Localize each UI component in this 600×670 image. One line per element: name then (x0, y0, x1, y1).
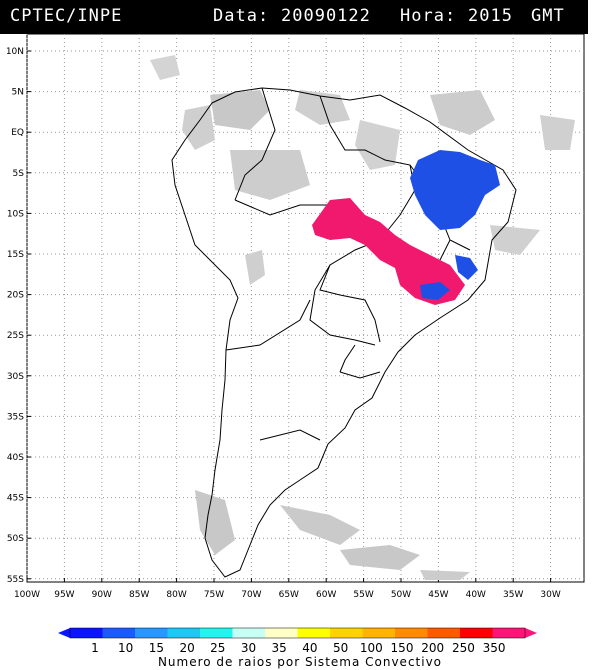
lat-label: 10N (6, 47, 24, 57)
lat-label: 20S (7, 291, 24, 301)
lon-label: 50W (391, 590, 411, 600)
storm-southeast-cluster (420, 282, 450, 300)
date-label: Data: (213, 6, 270, 26)
cloud-cover (150, 55, 575, 580)
lat-label: 15S (7, 250, 24, 260)
legend-colorbar (58, 627, 537, 639)
lat-label: 45S (7, 494, 24, 504)
time-label: Hora: (400, 6, 457, 26)
graticule: 10N 5N EQ 5S 10S 15S 20S 25S 30S 35S 40S 45S 50S 55S 1… (6, 34, 584, 600)
legend-label: 1 (91, 641, 99, 655)
legend-label: 20 (179, 641, 195, 655)
lon-label: 90W (92, 590, 112, 600)
legend-outline (69, 627, 526, 639)
legend-label: 40 (302, 641, 318, 655)
legend-swatch (395, 628, 428, 638)
convective-systems (312, 150, 500, 305)
legend-label: 200 (421, 641, 445, 655)
lon-label: 35W (503, 590, 523, 600)
legend-swatch (362, 628, 396, 638)
agency-label: CPTEC/INPE (10, 6, 123, 26)
lat-label: 40S (7, 453, 24, 463)
legend-swatch (102, 628, 136, 638)
lon-label: 75W (204, 590, 224, 600)
lat-label: 25S (7, 331, 24, 341)
legend-label: 150 (390, 641, 414, 655)
lat-label: 55S (7, 575, 24, 585)
legend-label: 30 (240, 641, 257, 655)
legend-arrow-left (58, 628, 70, 638)
legend-swatch (167, 628, 201, 638)
legend-swatch (265, 628, 298, 638)
legend-swatch (427, 628, 461, 638)
lon-label: 80W (166, 590, 186, 600)
storm-central-brazil (312, 198, 465, 305)
lon-label: 60W (316, 590, 336, 600)
lat-label: 5S (13, 169, 25, 179)
lat-label: 5N (12, 88, 24, 98)
lon-label: 65W (279, 590, 299, 600)
lat-label: 50S (7, 534, 24, 544)
lat-label: EQ (11, 128, 24, 138)
legend-label: 10 (118, 641, 134, 655)
legend-swatch (492, 628, 526, 638)
legend-swatch (70, 628, 103, 638)
legend-swatch (232, 628, 266, 638)
legend-title: Numero de raios por Sistema Convectivo (157, 655, 443, 669)
lon-label: 95W (54, 590, 74, 600)
lon-label: 40W (466, 590, 486, 600)
lat-label: 35S (7, 412, 24, 422)
legend-label: 25 (210, 641, 226, 655)
legend-arrow-right (525, 628, 537, 638)
legend-swatch (200, 628, 233, 638)
legend-swatch (460, 628, 493, 638)
date-value: 20090122 (281, 6, 371, 26)
legend-swatch (330, 628, 363, 638)
storm-northeast-brazil (410, 150, 500, 230)
legend-label: 15 (148, 641, 165, 655)
legend-label: 50 (332, 641, 349, 655)
lon-label: 85W (129, 590, 149, 600)
legend-label: 250 (451, 641, 475, 655)
lat-label: 30S (7, 372, 24, 382)
lon-label: 30W (540, 590, 560, 600)
title-bar: CPTEC/INPE Data: 20090122 Hora: 2015 GMT (0, 0, 588, 34)
lon-label: 45W (428, 590, 448, 600)
legend-swatch (297, 628, 331, 638)
legend-label: 350 (482, 641, 506, 655)
lon-label: 100W (14, 590, 40, 600)
legend-label: 100 (359, 641, 383, 655)
lon-label: 55W (353, 590, 373, 600)
timezone-label: GMT (531, 6, 565, 26)
legend-swatch (135, 628, 168, 638)
legend-label: 35 (271, 641, 287, 655)
storm-eastern-brazil (455, 255, 478, 280)
lon-label: 70W (241, 590, 261, 600)
lat-label: 10S (7, 209, 24, 219)
time-value: 2015 (468, 6, 513, 26)
